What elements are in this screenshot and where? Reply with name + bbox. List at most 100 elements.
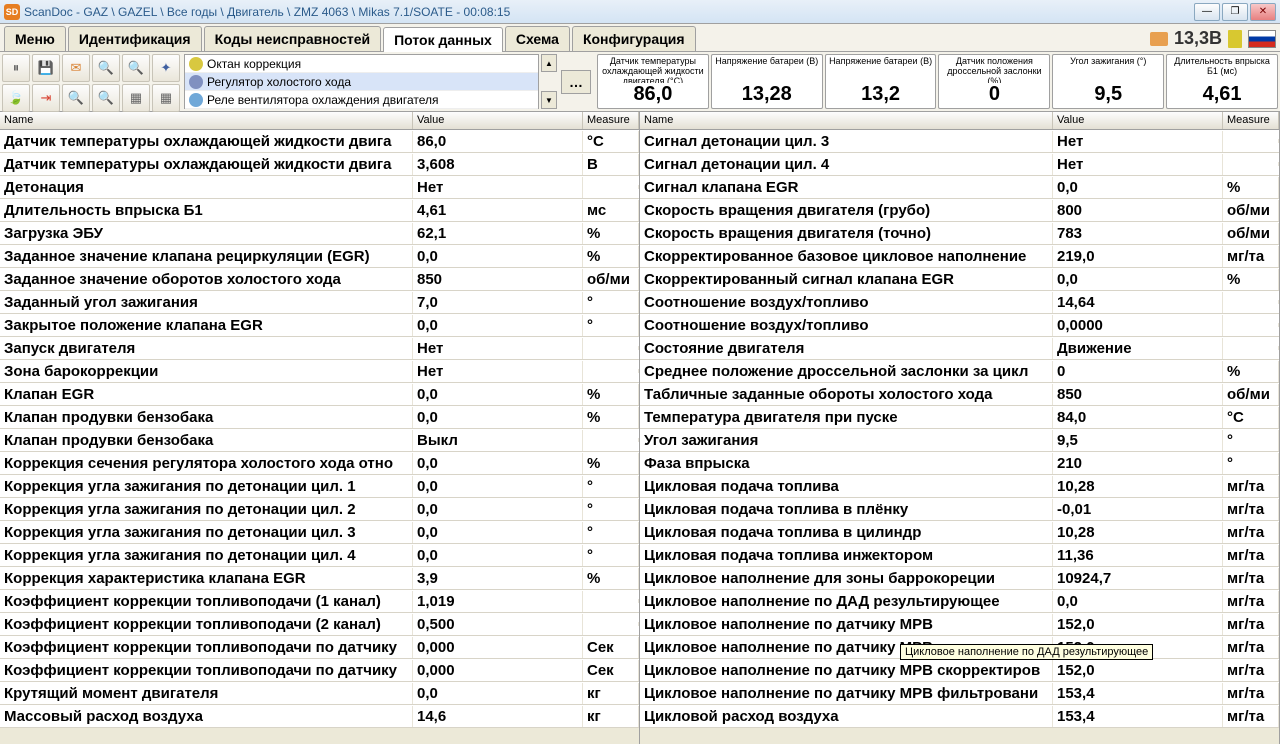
actuator-item[interactable]: Октан коррекция xyxy=(185,55,538,73)
table-row[interactable]: Цикловое наполнение по датчику МРВ скорр… xyxy=(640,659,1279,682)
table-row[interactable]: Цикловое наполнение по датчику МРВ152,0м… xyxy=(640,613,1279,636)
table-row[interactable]: Зона барокоррекцииНет xyxy=(0,360,639,383)
table-row[interactable]: Клапан EGR0,0% xyxy=(0,383,639,406)
table-row[interactable]: Цикловая подача топлива инжектором11,36м… xyxy=(640,544,1279,567)
table-row[interactable]: Загрузка ЭБУ62,1% xyxy=(0,222,639,245)
spin-up-button[interactable]: ▲ xyxy=(541,54,557,72)
export-icon[interactable]: ⇥ xyxy=(32,84,60,112)
compass-icon[interactable]: ✦ xyxy=(152,54,180,82)
table-row[interactable]: Закрытое положение клапана EGR0,0° xyxy=(0,314,639,337)
table-row[interactable]: Сигнал детонации цил. 3Нет xyxy=(640,130,1279,153)
table-row[interactable]: Заданное значение оборотов холостого ход… xyxy=(0,268,639,291)
table-row[interactable]: Коэффициент коррекции топливоподачи по д… xyxy=(0,659,639,682)
cell-measure: В xyxy=(583,154,639,175)
table-row[interactable]: ДетонацияНет xyxy=(0,176,639,199)
table-row[interactable]: Среднее положение дроссельной заслонки з… xyxy=(640,360,1279,383)
table-row[interactable]: Коррекция угла зажигания по детонации ци… xyxy=(0,544,639,567)
gauge[interactable]: Напряжение батареи (В)13,28 xyxy=(711,54,823,109)
actuator-item[interactable]: Регулятор холостого хода xyxy=(185,73,538,91)
spin-down-button[interactable]: ▼ xyxy=(541,91,557,109)
table-row[interactable]: Массовый расход воздуха14,6кг xyxy=(0,705,639,728)
table-row[interactable]: Угол зажигания9,5° xyxy=(640,429,1279,452)
col-name-header[interactable]: Name xyxy=(0,112,413,129)
table-row[interactable]: Соотношение воздух/топливо14,64 xyxy=(640,291,1279,314)
cell-measure xyxy=(583,622,639,626)
search-icon[interactable]: 🔍 xyxy=(92,54,120,82)
actuator-label: Реле вентилятора охлаждения двигателя xyxy=(207,93,439,107)
table-row[interactable]: Состояние двигателяДвижение xyxy=(640,337,1279,360)
table-row[interactable]: Датчик температуры охлаждающей жидкости … xyxy=(0,153,639,176)
table-row[interactable]: Длительность впрыска Б14,61мс xyxy=(0,199,639,222)
table-row[interactable]: Коррекция угла зажигания по детонации ци… xyxy=(0,475,639,498)
gauge[interactable]: Угол зажигания (°)9,5 xyxy=(1052,54,1164,109)
mail-icon[interactable]: ✉ xyxy=(62,54,90,82)
table-row[interactable]: Коэффициент коррекции топливоподачи по д… xyxy=(0,636,639,659)
cell-measure: мг/та xyxy=(1223,660,1279,681)
table-row[interactable]: Сигнал клапана EGR0,0% xyxy=(640,176,1279,199)
col-measure-header[interactable]: Measure xyxy=(583,112,639,129)
col-value-header[interactable]: Value xyxy=(413,112,583,129)
cell-value: 219,0 xyxy=(1053,246,1223,267)
table-row[interactable]: Цикловая подача топлива в плёнку-0,01мг/… xyxy=(640,498,1279,521)
table-row[interactable]: Запуск двигателяНет xyxy=(0,337,639,360)
table-row[interactable]: Клапан продувки бензобака0,0% xyxy=(0,406,639,429)
actuator-item[interactable]: Реле вентилятора охлаждения двигателя xyxy=(185,91,538,109)
tab-Схема[interactable]: Схема xyxy=(505,26,570,51)
maximize-button[interactable]: ❐ xyxy=(1222,3,1248,21)
table-row[interactable]: Цикловая подача топлива в цилиндр10,28мг… xyxy=(640,521,1279,544)
table-row[interactable]: Цикловой расход воздуха153,4мг/та xyxy=(640,705,1279,728)
pause-icon[interactable]: ⏸ xyxy=(2,54,30,82)
col-name-header[interactable]: Name xyxy=(640,112,1053,129)
table-row[interactable]: Коррекция угла зажигания по детонации ци… xyxy=(0,521,639,544)
table-row[interactable]: Скорректированное базовое цикловое напол… xyxy=(640,245,1279,268)
left-table-body[interactable]: Датчик температуры охлаждающей жидкости … xyxy=(0,130,639,744)
table-row[interactable]: Коэффициент коррекции топливоподачи (1 к… xyxy=(0,590,639,613)
grid2-icon[interactable]: ▦ xyxy=(152,84,180,112)
tab-Меню[interactable]: Меню xyxy=(4,26,66,51)
grid-icon[interactable]: ▦ xyxy=(122,84,150,112)
table-row[interactable]: Цикловое наполнение по датчику МРВ фильт… xyxy=(640,682,1279,705)
table-row[interactable]: Коррекция сечения регулятора холостого х… xyxy=(0,452,639,475)
table-row[interactable]: Скорость вращения двигателя (грубо)800об… xyxy=(640,199,1279,222)
table-row[interactable]: Крутящий момент двигателя0,0кг xyxy=(0,682,639,705)
table-row[interactable]: Датчик температуры охлаждающей жидкости … xyxy=(0,130,639,153)
table-row[interactable]: Цикловая подача топлива10,28мг/та xyxy=(640,475,1279,498)
actuator-list[interactable]: Октан коррекцияРегулятор холостого хода Р… xyxy=(184,54,539,109)
table-row[interactable]: Соотношение воздух/топливо0,0000 xyxy=(640,314,1279,337)
tab-Коды неисправностей[interactable]: Коды неисправностей xyxy=(204,26,382,51)
tab-Конфигурация[interactable]: Конфигурация xyxy=(572,26,696,51)
leaf-icon[interactable]: 🍃 xyxy=(2,84,30,112)
table-row[interactable]: Клапан продувки бензобакаВыкл xyxy=(0,429,639,452)
zoom2-icon[interactable]: 🔍 xyxy=(92,84,120,112)
more-button[interactable]: … xyxy=(561,70,591,94)
minimize-button[interactable]: — xyxy=(1194,3,1220,21)
table-row[interactable]: Цикловое наполнение для зоны баррокореци… xyxy=(640,567,1279,590)
cell-name: Клапан продувки бензобака xyxy=(0,430,413,451)
close-button[interactable]: ✕ xyxy=(1250,3,1276,21)
table-row[interactable]: Табличные заданные обороты холостого ход… xyxy=(640,383,1279,406)
col-value-header[interactable]: Value xyxy=(1053,112,1223,129)
table-row[interactable]: Коррекция характеристика клапана EGR3,9% xyxy=(0,567,639,590)
table-row[interactable]: Фаза впрыска210° xyxy=(640,452,1279,475)
table-row[interactable]: Скорость вращения двигателя (точно)783об… xyxy=(640,222,1279,245)
gauge[interactable]: Датчик температуры охлаждающей жидкости … xyxy=(597,54,709,109)
search2-icon[interactable]: 🔍 xyxy=(122,54,150,82)
table-row[interactable]: Заданный угол зажигания7,0° xyxy=(0,291,639,314)
col-measure-header[interactable]: Measure xyxy=(1223,112,1279,129)
flag-ru-icon[interactable] xyxy=(1248,30,1276,48)
table-row[interactable]: Сигнал детонации цил. 4Нет xyxy=(640,153,1279,176)
save-icon[interactable]: 💾 xyxy=(32,54,60,82)
table-row[interactable]: Скорректированный сигнал клапана EGR0,0% xyxy=(640,268,1279,291)
cell-value: 0,0 xyxy=(413,545,583,566)
table-row[interactable]: Коррекция угла зажигания по детонации ци… xyxy=(0,498,639,521)
table-row[interactable]: Заданное значение клапана рециркуляции (… xyxy=(0,245,639,268)
gauge[interactable]: Датчик положения дроссельной заслонки (%… xyxy=(938,54,1050,109)
tab-Поток данных[interactable]: Поток данных xyxy=(383,27,503,52)
gauge[interactable]: Напряжение батареи (В)13,2 xyxy=(825,54,937,109)
tab-Идентификация[interactable]: Идентификация xyxy=(68,26,202,51)
table-row[interactable]: Температура двигателя при пуске84,0°C xyxy=(640,406,1279,429)
gauge[interactable]: Длительность впрыска Б1 (мс)4,61 xyxy=(1166,54,1278,109)
zoom-icon[interactable]: 🔍 xyxy=(62,84,90,112)
table-row[interactable]: Цикловое наполнение по ДАД результирующе… xyxy=(640,590,1279,613)
table-row[interactable]: Коэффициент коррекции топливоподачи (2 к… xyxy=(0,613,639,636)
